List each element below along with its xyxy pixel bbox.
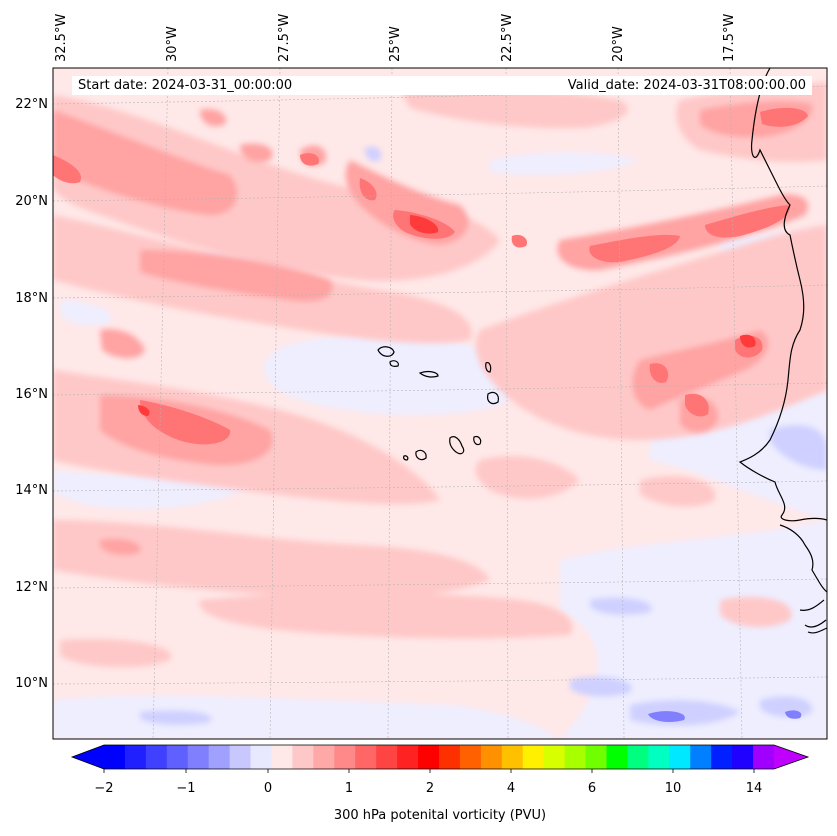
colorbar-tick-label: 10 [664,781,682,796]
colorbar-swatch [397,745,419,769]
map-frame [52,67,828,740]
colorbar-tick-label: 2 [425,781,435,796]
lat-label-16n: 16°N [15,387,48,402]
colorbar-swatch [271,745,293,769]
cape-verde-sal [485,361,492,373]
colorbar-swatch [418,745,440,769]
african-coastline [738,68,827,522]
cape-verde-maio [473,435,482,446]
lon-label-32-5w: 32.5°W [54,13,69,62]
guinea-bissau-coast [799,599,827,634]
gambia-coast [779,524,827,593]
colorbar [70,744,810,773]
lon-label-30w: 30°W [165,26,180,62]
colorbar-tick-label: 4 [506,781,516,796]
lat-label-22n: 22°N [15,97,48,112]
colorbar-tick-label: −2 [94,781,114,796]
colorbar-swatch [690,745,712,769]
colorbar-swatch [585,745,607,769]
colorbar-swatch [376,745,398,769]
cape-verde-santo-antao [377,346,395,357]
colorbar-swatch [606,745,628,769]
colorbar-tick-label: 0 [263,781,273,796]
lat-label-14n: 14°N [15,483,48,498]
colorbar-swatch [480,745,503,769]
cape-verde-fogo [415,449,427,461]
cape-verde-sao-vicente [389,360,399,367]
lat-label-10n: 10°N [15,676,48,691]
colorbar-swatch [459,745,482,769]
cape-verde-boa-vista [487,391,499,405]
colorbar-under-extension [72,745,104,769]
colorbar-tick-label: 6 [587,781,597,796]
start-date-label: Start date: 2024-03-31_00:00:00 [72,76,342,95]
colorbar-swatch [753,745,775,769]
lon-label-17-5w: 17.5°W [722,13,737,62]
colorbar-swatch [313,745,335,769]
colorbar-swatch [732,745,754,769]
colorbar-swatch [501,745,524,769]
colorbar-swatch [627,745,649,769]
lon-label-25w: 25°W [388,26,403,62]
colorbar-swatch [669,745,691,769]
lat-label-18n: 18°N [15,291,48,306]
colorbar-swatch [543,745,566,769]
cape-verde-santiago [449,436,465,455]
colorbar-tick-label: −1 [176,781,196,796]
colorbar-swatch [166,745,189,769]
colorbar-swatch [564,745,586,769]
colorbar-swatch [229,745,251,769]
colorbar-over-extension [774,745,808,769]
colorbar-swatch [711,745,733,769]
colorbar-swatch [124,745,147,769]
colorbar-swatch [439,745,461,769]
lat-label-12n: 12°N [15,580,48,595]
colorbar-swatch [145,745,168,769]
lon-label-22-5w: 22.5°W [500,13,515,62]
colorbar-swatch [208,745,231,769]
colorbar-swatch [104,745,126,769]
colorbar-title: 300 hPa potenital vorticity (PVU) [333,808,547,823]
colorbar-swatch [334,745,356,769]
colorbar-tick-label: 1 [344,781,354,796]
negative-pv-strong-regions [648,710,802,722]
colorbar-swatch [250,745,272,769]
valid-date-label: Valid_date: 2024-03-31T08:00:00.00 [336,76,812,95]
lon-label-27-5w: 27.5°W [277,13,292,62]
cape-verde-brava [403,455,409,461]
colorbar-swatch [522,745,545,769]
negative-pv-light-regions [53,152,827,739]
positive-pv-max-regions [138,215,756,416]
colorbar-swatch [292,745,314,769]
colorbar-swatch [355,745,377,769]
pv-field [53,68,827,739]
colorbar-swatch [187,745,210,769]
coastlines [377,68,827,634]
cape-verde-sao-nicolau [418,370,439,378]
colorbar-swatch [648,745,670,769]
lon-label-20w: 20°W [611,26,626,62]
colorbar-tick-label: 14 [745,781,763,796]
lat-label-20n: 20°N [15,194,48,209]
